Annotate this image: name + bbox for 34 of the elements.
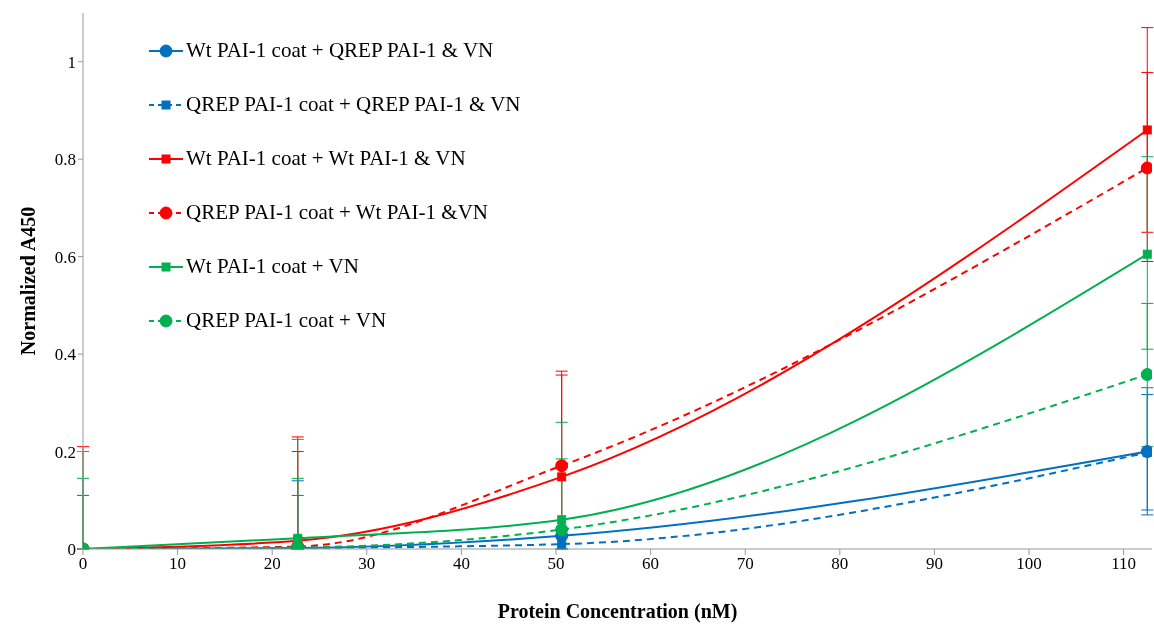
y-tick-label: 0.4 xyxy=(54,345,77,365)
x-tick-label: 70 xyxy=(736,554,754,574)
legend-label: Wt PAI-1 coat + Wt PAI-1 & VN xyxy=(186,146,466,171)
x-tick-label: 80 xyxy=(831,554,849,574)
point xyxy=(555,459,569,473)
x-tick-label: 50 xyxy=(547,554,565,574)
legend-label: Wt PAI-1 coat + QREP PAI-1 & VN xyxy=(186,38,494,63)
x-tick-label: 100 xyxy=(1016,554,1042,574)
point xyxy=(1140,368,1152,382)
y-tick-label: 1 xyxy=(67,52,76,72)
legend-label: Wt PAI-1 coat + VN xyxy=(186,254,359,279)
point xyxy=(1140,161,1152,175)
point xyxy=(555,523,569,537)
x-tick-label: 40 xyxy=(452,554,470,574)
legend-label: QREP PAI-1 coat + VN xyxy=(186,308,387,333)
point xyxy=(557,472,567,482)
y-tick-label: 0.6 xyxy=(54,247,76,267)
x-tick-label: 30 xyxy=(358,554,376,574)
legend-label: QREP PAI-1 coat + QREP PAI-1 & VN xyxy=(186,92,521,117)
point xyxy=(1142,249,1152,259)
x-tick-label: 110 xyxy=(1111,554,1137,574)
x-tick-label: 60 xyxy=(642,554,660,574)
y-axis-title: Normalized A450 xyxy=(17,206,40,356)
y-tick-label: 0.2 xyxy=(54,442,76,462)
point xyxy=(557,539,567,549)
x-axis-title: Protein Concentration (nM) xyxy=(497,600,738,624)
x-tick-label: 90 xyxy=(925,554,943,574)
legend-label: QREP PAI-1 coat + Wt PAI-1 &VN xyxy=(186,200,488,225)
point xyxy=(1142,125,1152,135)
y-tick-label: 0 xyxy=(67,540,76,560)
point xyxy=(557,515,567,525)
y-tick-label: 0.8 xyxy=(54,150,76,170)
x-tick-label: 20 xyxy=(263,554,281,574)
x-tick-label: 10 xyxy=(169,554,187,574)
